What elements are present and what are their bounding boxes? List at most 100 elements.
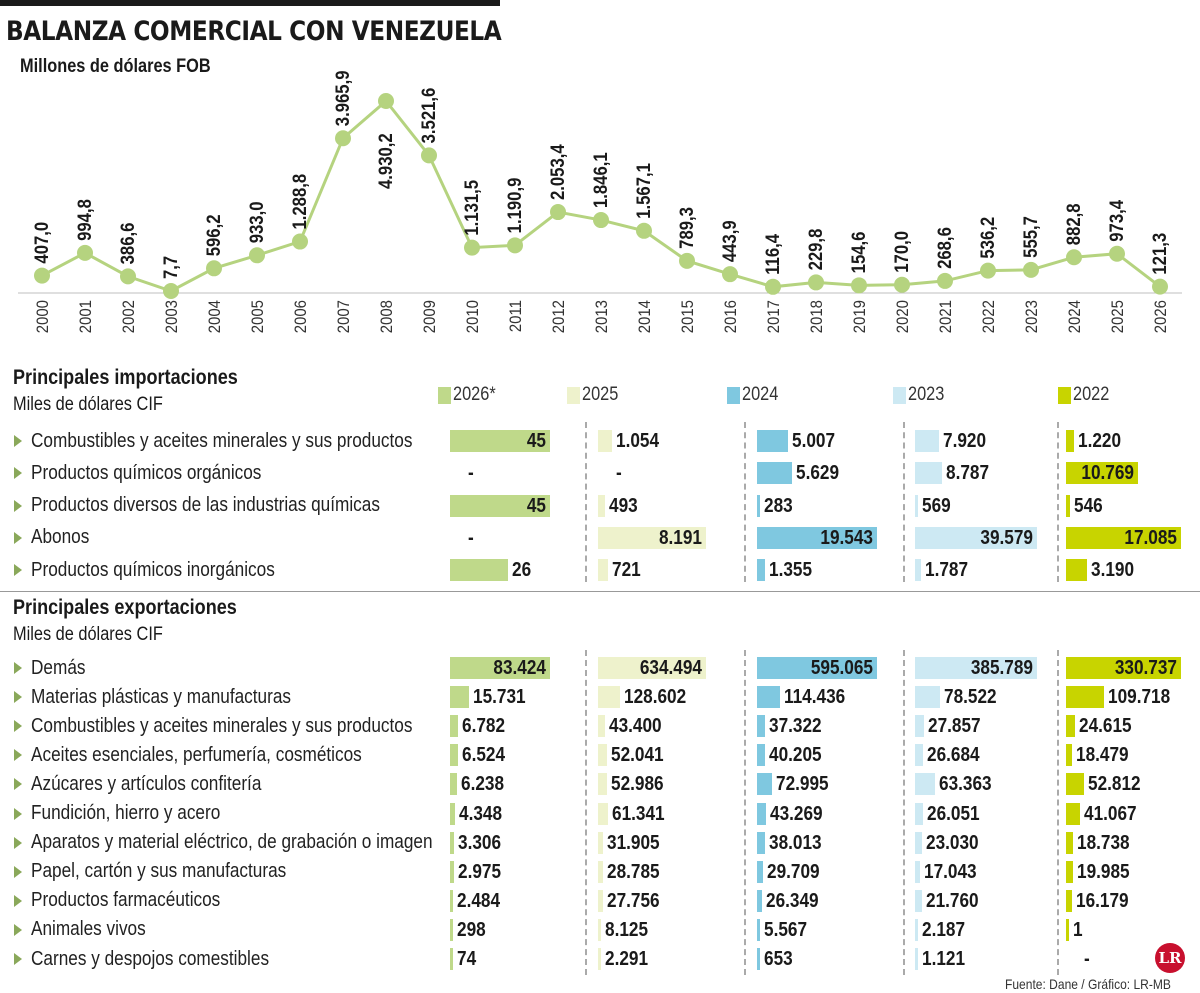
value-label: 721 — [611, 559, 641, 582]
data-point — [292, 233, 308, 250]
value-label: 18.738 — [1076, 831, 1130, 854]
x-tick-label: 2012 — [550, 300, 568, 333]
value-bar — [757, 860, 763, 883]
value-bar — [598, 494, 605, 517]
value-bar — [598, 773, 608, 796]
category-label: Aceites esenciales, perfumería, cosmétic… — [31, 743, 362, 766]
value-label: 569 — [922, 494, 951, 517]
x-tick-label: 2007 — [335, 300, 353, 333]
value-label: 5.629 — [795, 462, 839, 485]
bullet-triangle-icon — [14, 691, 22, 704]
value-bar — [598, 559, 608, 582]
value-bar — [1066, 860, 1073, 883]
value-label: 8.125 — [605, 918, 649, 941]
value-label: 61.341 — [612, 802, 666, 825]
x-tick-label: 2013 — [593, 300, 611, 333]
value-bar — [757, 462, 792, 485]
legend-label: 2026* — [453, 384, 496, 405]
data-label: 121,3 — [1149, 233, 1170, 275]
value-bar — [598, 686, 620, 709]
legend-swatch — [727, 386, 740, 404]
data-label: 3.521,6 — [418, 88, 439, 144]
x-tick-label: 2006 — [292, 300, 310, 333]
category-row: Combustibles y aceites minerales y sus p… — [14, 714, 475, 738]
value-label: 74 — [457, 948, 477, 970]
x-tick-label: 2014 — [636, 300, 654, 333]
legend-swatch — [1058, 386, 1071, 404]
value-label: 1.220 — [1078, 430, 1122, 452]
value-label: 26.349 — [766, 889, 819, 912]
value-label: 83.424 — [493, 657, 546, 679]
x-tick-label: 2002 — [120, 300, 138, 333]
value-label: 546 — [1073, 494, 1103, 517]
value-label: 298 — [457, 918, 486, 941]
value-label: 63.363 — [939, 773, 992, 796]
value-bar — [598, 860, 603, 883]
data-point — [249, 247, 265, 264]
column-separator — [903, 422, 905, 582]
category-row: Productos diversos de las industrias quí… — [14, 494, 437, 518]
legend-item: 2022 — [1058, 384, 1115, 406]
x-tick-label: 2015 — [679, 300, 697, 333]
value-label: 634.494 — [639, 657, 702, 679]
data-point — [765, 278, 781, 295]
value-bar — [1066, 831, 1073, 854]
value-label: 26 — [511, 559, 531, 582]
value-bar — [757, 494, 760, 517]
data-point — [421, 147, 437, 164]
data-point — [894, 276, 910, 293]
value-label: 109.718 — [1108, 686, 1171, 709]
value-label: 27.756 — [606, 889, 660, 912]
value-bar — [450, 918, 453, 941]
data-label: 1.288,8 — [289, 174, 310, 230]
value-bar — [450, 657, 550, 679]
value-bar — [1066, 494, 1070, 517]
data-label: 407,0 — [31, 222, 52, 264]
value-bar — [915, 430, 940, 452]
data-point — [808, 274, 824, 291]
page-title: BALANZA COMERCIAL CON VENEZUELA — [6, 16, 502, 47]
legend-label: 2024 — [742, 384, 779, 405]
value-bar — [450, 715, 459, 738]
data-point — [636, 222, 652, 239]
value-bar — [450, 831, 454, 854]
data-label: 443,9 — [719, 220, 740, 262]
data-label: 596,2 — [203, 214, 224, 256]
data-label: 116,4 — [762, 234, 783, 275]
category-label: Productos químicos inorgánicos — [31, 558, 275, 581]
value-bar — [1066, 918, 1069, 941]
category-label: Animales vivos — [31, 918, 146, 941]
value-bar — [915, 860, 921, 883]
data-label: 1.846,1 — [590, 152, 611, 208]
value-label: 1.054 — [615, 430, 659, 452]
x-tick-label: 2008 — [378, 300, 396, 333]
value-label: 283 — [764, 494, 793, 517]
data-label: 7,7 — [160, 256, 181, 279]
data-label: 2.053,4 — [547, 144, 568, 200]
category-label: Productos químicos orgánicos — [31, 461, 262, 484]
value-label: 19.985 — [1076, 860, 1130, 883]
value-label: 43.400 — [609, 715, 662, 738]
category-row: Productos químicos inorgánicos — [14, 558, 314, 582]
value-label: 21.760 — [925, 889, 979, 912]
value-label: 10.769 — [1081, 462, 1135, 485]
value-bar — [757, 715, 765, 738]
legend-item: 2024 — [727, 384, 784, 406]
value-label: 385.789 — [970, 657, 1033, 679]
category-row: Fundición, hierro y acero — [14, 802, 251, 826]
data-label: 1.567,1 — [633, 163, 654, 219]
category-label: Carnes y despojos comestibles — [31, 947, 270, 970]
value-bar — [757, 526, 877, 549]
column-separator — [585, 422, 587, 582]
bullet-triangle-icon — [14, 923, 22, 936]
bullet-triangle-icon — [14, 467, 22, 480]
category-label: Productos diversos de las industrias quí… — [31, 494, 380, 517]
category-label: Combustibles y aceites minerales y sus p… — [31, 429, 413, 452]
value-label: 4.348 — [459, 802, 503, 825]
value-label: 330.737 — [1114, 657, 1177, 679]
value-bar — [1066, 686, 1105, 709]
value-bar — [915, 948, 918, 970]
data-point — [550, 204, 566, 221]
value-bar — [757, 657, 877, 679]
top-rule — [0, 0, 500, 6]
